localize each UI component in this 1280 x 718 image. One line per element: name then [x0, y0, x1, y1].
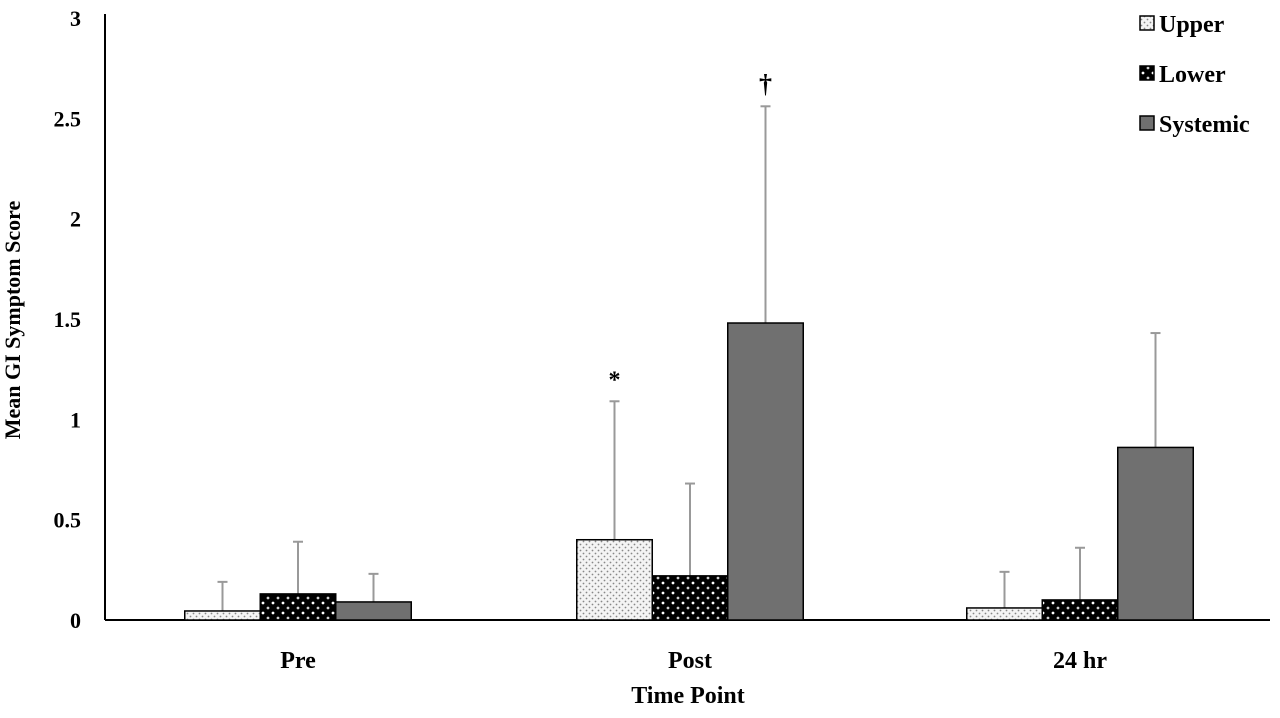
bar-systemic — [335, 601, 412, 621]
y-tick-label: 3 — [70, 6, 81, 31]
legend-label: Lower — [1159, 62, 1226, 88]
x-tick-label: 24 hr — [1053, 648, 1107, 674]
bar-systemic — [1117, 446, 1194, 621]
bar-upper — [184, 610, 261, 621]
y-tick-label: 0 — [70, 608, 81, 633]
x-tick-label: Post — [668, 648, 712, 674]
bar-lower — [1041, 599, 1119, 621]
bar-systemic — [727, 322, 804, 621]
legend-label: Upper — [1159, 12, 1225, 38]
y-tick-label: 1.5 — [54, 307, 82, 332]
bar-upper — [576, 538, 653, 621]
bar-upper — [966, 607, 1043, 621]
significance-marker: * — [609, 367, 621, 393]
bar-lower — [259, 593, 337, 621]
bar-lower — [651, 575, 729, 621]
y-tick-label: 2 — [70, 207, 81, 232]
legend-swatch-upper — [1139, 15, 1155, 31]
significance-marker: † — [759, 69, 772, 98]
y-tick-label: 2.5 — [54, 106, 82, 131]
x-tick-label: Pre — [280, 648, 316, 674]
y-tick-label: 0.5 — [54, 508, 82, 533]
y-axis-title: Mean GI Symptom Score — [0, 201, 25, 440]
legend-swatch-systemic — [1139, 115, 1155, 131]
x-axis-title: Time Point — [631, 683, 745, 709]
y-tick-label: 1 — [70, 407, 81, 432]
legend-label: Systemic — [1159, 112, 1250, 138]
legend-swatch-lower — [1139, 65, 1155, 81]
